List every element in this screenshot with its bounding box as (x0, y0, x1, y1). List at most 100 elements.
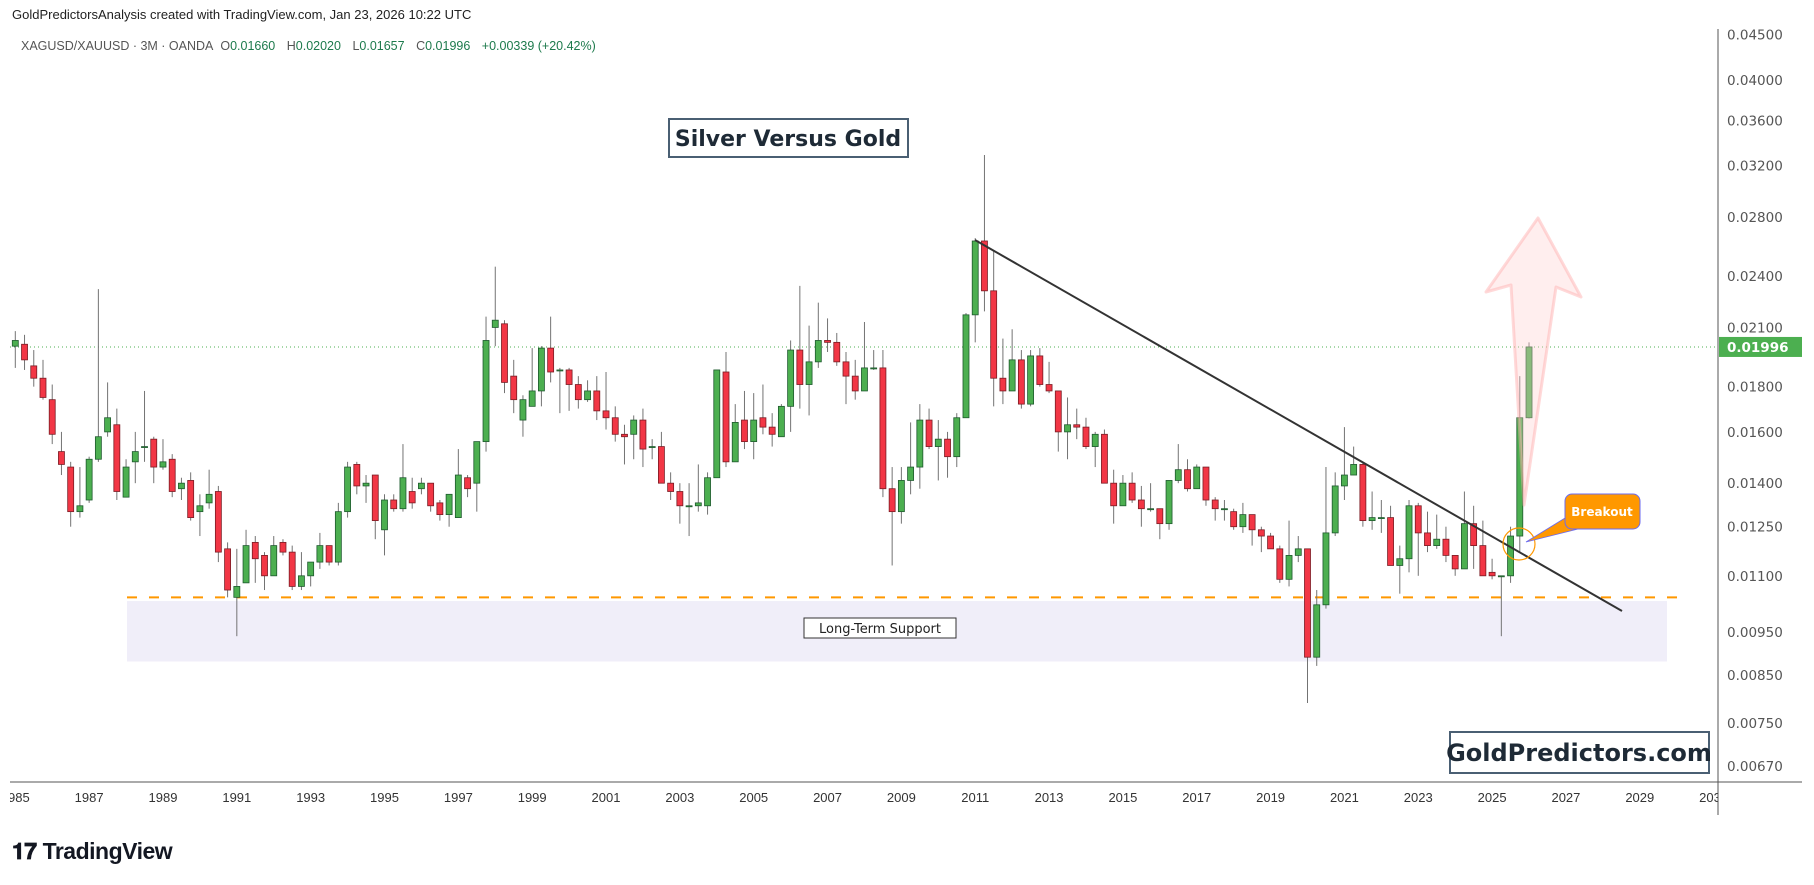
candle[interactable] (556, 367, 564, 414)
candle[interactable] (1027, 350, 1034, 407)
candle[interactable] (787, 340, 795, 432)
candle[interactable] (1211, 497, 1219, 521)
candle[interactable] (1101, 429, 1108, 484)
candle[interactable] (704, 472, 711, 515)
candle[interactable] (888, 467, 896, 566)
candle[interactable] (1119, 475, 1127, 507)
candle[interactable] (907, 422, 915, 495)
candle[interactable] (1322, 467, 1330, 609)
candle[interactable] (694, 464, 702, 512)
candle[interactable] (270, 536, 278, 577)
projection-arrow-icon[interactable] (1484, 216, 1583, 507)
candle[interactable] (722, 351, 730, 468)
candle[interactable] (464, 475, 471, 498)
candle[interactable] (611, 406, 619, 442)
candle[interactable] (1285, 520, 1293, 587)
price-axis[interactable] (1718, 29, 1802, 810)
time-axis[interactable] (10, 782, 1718, 810)
candle[interactable] (824, 318, 831, 352)
candle[interactable] (1230, 508, 1238, 530)
candle[interactable] (1304, 548, 1311, 703)
candle[interactable] (39, 359, 47, 400)
candle[interactable] (639, 408, 647, 468)
candle[interactable] (1377, 500, 1385, 533)
candle[interactable] (1221, 500, 1228, 521)
candle[interactable] (1054, 390, 1062, 452)
candle[interactable] (962, 313, 970, 419)
candle[interactable] (48, 384, 56, 445)
candle[interactable] (1433, 514, 1441, 549)
candle[interactable] (1184, 459, 1191, 492)
candle[interactable] (1396, 545, 1404, 594)
candle[interactable] (1451, 555, 1459, 576)
candle[interactable] (1045, 361, 1053, 394)
candle[interactable] (1091, 431, 1099, 468)
candle[interactable] (196, 494, 204, 537)
candle[interactable] (1313, 590, 1321, 666)
candle[interactable] (482, 316, 490, 452)
candle[interactable] (1165, 480, 1173, 530)
candle[interactable] (214, 485, 222, 563)
candle[interactable] (1488, 558, 1496, 580)
candle[interactable] (1414, 502, 1422, 576)
candle[interactable] (1387, 505, 1394, 566)
candle[interactable] (94, 289, 102, 462)
candle[interactable] (1036, 348, 1044, 387)
candle[interactable] (141, 390, 148, 462)
candle[interactable] (408, 477, 416, 509)
candle[interactable] (261, 552, 268, 591)
candle[interactable] (1267, 532, 1274, 550)
candle[interactable] (1368, 491, 1376, 530)
candle[interactable] (796, 285, 804, 409)
candle[interactable] (150, 436, 158, 484)
candle[interactable] (759, 384, 767, 435)
candle[interactable] (685, 483, 693, 537)
candle[interactable] (658, 431, 665, 484)
candle[interactable] (316, 532, 324, 569)
candle[interactable] (1442, 526, 1450, 563)
candle[interactable] (667, 472, 675, 501)
candle[interactable] (1017, 350, 1025, 409)
candle[interactable] (861, 321, 868, 392)
candle[interactable] (399, 444, 407, 512)
candle[interactable] (381, 494, 388, 556)
candle[interactable] (11, 331, 19, 368)
candle[interactable] (1331, 472, 1339, 537)
candle[interactable] (528, 348, 536, 407)
candle[interactable] (1128, 472, 1136, 503)
candle[interactable] (58, 431, 65, 476)
candle[interactable] (1341, 427, 1348, 501)
candle[interactable] (445, 493, 453, 527)
candle[interactable] (1470, 505, 1478, 569)
candle[interactable] (1405, 500, 1413, 573)
candle[interactable] (1461, 491, 1468, 570)
candle[interactable] (178, 477, 185, 501)
candle[interactable] (76, 467, 84, 518)
candle[interactable] (1082, 417, 1090, 450)
candle[interactable] (833, 332, 841, 366)
candle[interactable] (1424, 511, 1431, 553)
tradingview-logo[interactable]: 𝟏𝟕 TradingView (12, 838, 173, 865)
candle[interactable] (593, 376, 601, 421)
candle[interactable] (648, 439, 656, 460)
candle[interactable] (279, 539, 287, 556)
candle[interactable] (731, 404, 739, 463)
candle[interactable] (353, 461, 361, 495)
candle[interactable] (1516, 376, 1524, 553)
candle[interactable] (1202, 466, 1210, 506)
candle[interactable] (1350, 446, 1358, 476)
candle[interactable] (750, 393, 758, 460)
candle[interactable] (67, 461, 75, 527)
candle[interactable] (916, 404, 924, 489)
candle[interactable] (934, 420, 942, 481)
candle[interactable] (1110, 469, 1118, 524)
candle[interactable] (851, 359, 859, 400)
candle[interactable] (676, 483, 684, 524)
candle[interactable] (288, 545, 296, 591)
candle[interactable] (1156, 508, 1164, 540)
candle[interactable] (1497, 575, 1505, 637)
candle[interactable] (713, 369, 721, 479)
candle[interactable] (519, 395, 527, 437)
candle[interactable] (925, 408, 933, 450)
candle[interactable] (30, 350, 38, 387)
